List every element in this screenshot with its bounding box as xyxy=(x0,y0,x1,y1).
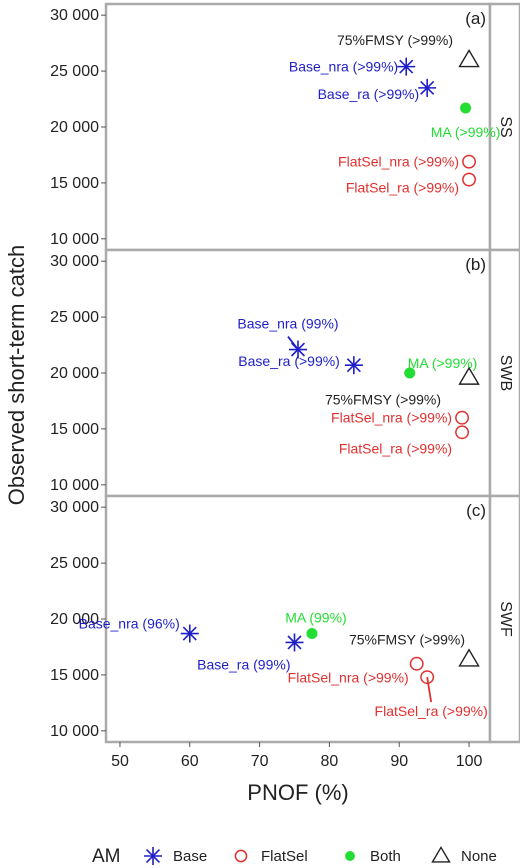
data-point-base xyxy=(285,633,304,652)
data-point-flatsel xyxy=(409,656,424,671)
data-point-base xyxy=(397,57,416,76)
data-point-both xyxy=(306,628,318,640)
legend-label: None xyxy=(461,848,497,865)
x-tick-label: 100 xyxy=(456,753,483,770)
point-label: Base_ra (99%) xyxy=(197,656,290,672)
legend-title: AM xyxy=(92,846,121,867)
y-tick-label: 25 000 xyxy=(50,63,99,80)
y-tick-label: 15 000 xyxy=(50,175,99,192)
point-label: Base_ra (>99%) xyxy=(238,353,340,369)
point-label: MA (>99%) xyxy=(431,124,501,140)
panel-tag: (b) xyxy=(465,255,486,274)
y-tick-label: 20 000 xyxy=(50,365,99,382)
panel-tag: (a) xyxy=(465,9,486,28)
y-tick-label: 30 000 xyxy=(50,7,99,24)
data-point-base xyxy=(180,624,199,643)
panel-frame xyxy=(104,2,492,252)
x-tick-label: 50 xyxy=(111,753,129,770)
point-label: FlatSel_ra (>99%) xyxy=(375,703,488,719)
y-axis-title: Observed short-term catch xyxy=(4,245,29,505)
point-label: 75%FMSY (>99%) xyxy=(349,631,465,647)
y-tick-label: 15 000 xyxy=(50,421,99,438)
data-point-flatsel xyxy=(462,154,477,169)
legend-label: Base xyxy=(173,848,207,865)
point-label: FlatSel_nra (>99%) xyxy=(338,154,459,170)
point-label: Base_nra (96%) xyxy=(79,616,180,632)
y-tick-label: 15 000 xyxy=(50,667,99,684)
y-tick-label: 10 000 xyxy=(50,231,99,248)
data-point-none xyxy=(458,49,480,68)
data-point-none xyxy=(458,366,480,385)
data-point-flatsel xyxy=(420,670,435,685)
data-point-base xyxy=(418,78,437,97)
y-tick-label: 20 000 xyxy=(50,119,99,136)
x-tick-label: 80 xyxy=(321,753,339,770)
point-label: MA (>99%) xyxy=(408,355,478,371)
data-point-both xyxy=(404,367,416,379)
y-tick-label: 25 000 xyxy=(50,309,99,326)
panel-swb: SWB (b) 10 000 15 000 20 000 25 000 30 000 Base… xyxy=(50,248,520,498)
panel-swf: SWF (c) 10 000 15 000 20 000 25 000 30 000 Base… xyxy=(50,494,520,770)
point-label: MA (99%) xyxy=(285,610,346,626)
strip-label: SWF xyxy=(497,601,514,637)
legend: AM Base FlatSel Both None xyxy=(92,846,497,867)
panel-frame xyxy=(104,248,492,498)
x-tick-label: 60 xyxy=(181,753,199,770)
point-label: Base_ra (>99%) xyxy=(318,86,420,102)
point-label: 75%FMSY (>99%) xyxy=(325,391,441,407)
strip-label: SWB xyxy=(497,355,514,391)
y-tick-label: 10 000 xyxy=(50,477,99,494)
y-tick-label: 10 000 xyxy=(50,723,99,740)
legend-label: FlatSel xyxy=(261,848,308,865)
point-label: FlatSel_nra (>99%) xyxy=(331,410,452,426)
y-tick-label: 20 000 xyxy=(50,611,99,628)
y-tick-label: 25 000 xyxy=(50,555,99,572)
data-point-base xyxy=(344,356,363,375)
strip-box xyxy=(488,494,520,744)
data-point-base xyxy=(289,340,307,359)
panel-ss: SS (a) 10 000 15 000 20 000 25 000 30 000 75%FM… xyxy=(50,2,520,252)
data-point-none xyxy=(458,648,480,667)
panel-tag: (c) xyxy=(466,501,486,520)
point-label: Base_nra (99%) xyxy=(237,316,338,332)
x-tick-label: 70 xyxy=(251,753,269,770)
legend-key-base xyxy=(144,847,162,865)
point-label: FlatSel_nra (>99%) xyxy=(288,670,409,686)
point-label: FlatSel_ra (>99%) xyxy=(339,440,452,456)
y-tick-label: 30 000 xyxy=(50,499,99,516)
panel-frame xyxy=(104,494,492,744)
legend-key-none xyxy=(431,846,451,863)
legend-key-flatsel xyxy=(234,849,248,863)
point-label: 75%FMSY (>99%) xyxy=(337,32,453,48)
legend-label: Both xyxy=(370,848,401,865)
label-leader-line xyxy=(426,677,433,703)
x-axis-title: PNOF (%) xyxy=(247,780,348,805)
point-label: Base_nra (>99%) xyxy=(289,59,398,75)
data-point-flatsel xyxy=(455,425,470,440)
y-tick-label: 30 000 xyxy=(50,253,99,270)
point-label: FlatSel_ra (>99%) xyxy=(346,180,459,196)
x-tick-label: 90 xyxy=(390,753,408,770)
data-point-both xyxy=(460,102,472,114)
data-point-flatsel xyxy=(462,172,477,187)
strip-box xyxy=(488,2,520,252)
strip-label: SS xyxy=(497,116,514,137)
data-point-flatsel xyxy=(455,410,470,425)
legend-key-both xyxy=(345,851,355,861)
